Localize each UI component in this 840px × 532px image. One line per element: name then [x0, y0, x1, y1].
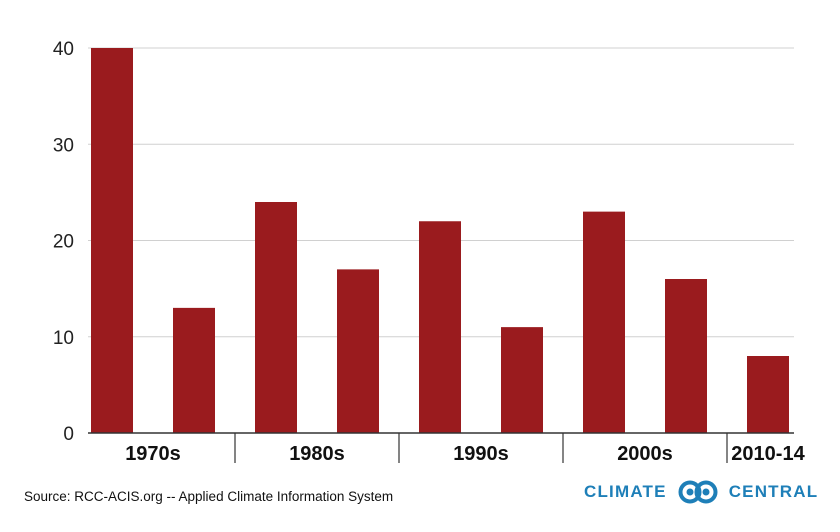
x-category-label: 2010-14: [731, 443, 805, 465]
logo-word-central: CENTRAL: [728, 482, 819, 501]
bar: [255, 202, 297, 433]
y-tick-label: 0: [63, 424, 74, 445]
bar: [583, 211, 625, 433]
x-category-label: 1990s: [453, 443, 509, 465]
bar: [337, 269, 379, 433]
y-tick-label: 20: [53, 232, 74, 253]
x-category-label: 2000s: [617, 443, 673, 465]
y-tick-label: 10: [53, 328, 74, 349]
bar: [747, 356, 789, 433]
y-tick-label: 30: [53, 135, 74, 156]
bar: [419, 221, 461, 433]
x-category-label: 1970s: [125, 443, 181, 465]
bar: [501, 327, 543, 433]
interlocking-rings-icon: [678, 480, 718, 504]
bar: [173, 307, 215, 433]
y-tick-label: 40: [53, 39, 74, 60]
source-note: Source: RCC-ACIS.org -- Applied Climate …: [24, 489, 394, 504]
x-category-label: 1980s: [289, 443, 345, 465]
bar: [91, 48, 133, 433]
logo-word-climate: CLIMATE: [584, 482, 667, 501]
bar: [665, 279, 707, 433]
climate-central-logo: CLIMATE CENTRAL: [584, 478, 818, 506]
